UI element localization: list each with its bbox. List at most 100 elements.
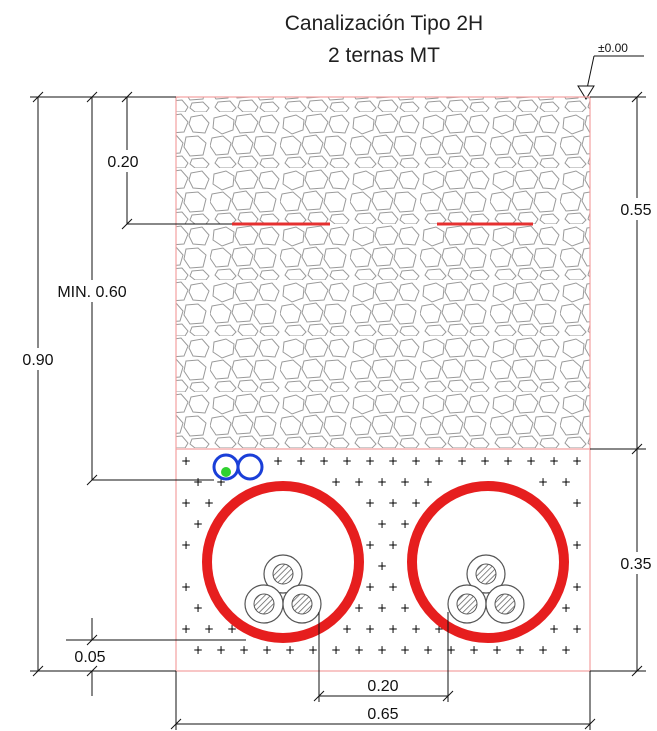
sand-plus-mark: + [400,475,410,489]
sand-plus-mark: + [446,643,456,657]
dimension-total-width: 0.65 [170,671,596,730]
sand-plus-mark: + [411,622,421,636]
dimension-total-depth-label: 0.90 [22,352,53,369]
sand-plus-mark: + [434,454,444,468]
sand-plus-mark: + [377,601,387,615]
dimension-conduit-spacing: 0.20 [313,612,454,702]
drawing-title: Canalización Tipo 2H [285,12,483,35]
sand-plus-mark: + [526,454,536,468]
dimension-bottom-clearance-label: 0.05 [74,649,105,666]
sand-plus-mark: + [365,538,375,552]
sand-plus-mark: + [193,601,203,615]
sand-plus-mark: + [561,601,571,615]
sand-plus-mark: + [411,454,421,468]
sand-plus-mark: + [181,538,191,552]
sand-plus-mark: + [354,643,364,657]
sand-plus-mark: + [572,496,582,510]
sand-plus-mark: + [400,517,410,531]
dimension-upper-layer-label: 0.55 [620,202,651,219]
sand-plus-mark: + [423,475,433,489]
sand-plus-mark: + [365,496,375,510]
comm-duct-right [236,453,264,481]
sand-plus-mark: + [365,622,375,636]
sand-plus-mark: + [503,454,513,468]
sand-plus-mark: + [400,601,410,615]
sand-plus-mark: + [457,454,467,468]
sand-plus-mark: + [181,580,191,594]
cable-trefoil-right [447,554,525,624]
dimension-lower-layer: 0.35 [590,449,656,677]
dimension-min-depth: MIN. 0.60 [40,91,214,486]
sand-plus-mark: + [388,538,398,552]
sand-plus-mark: + [193,475,203,489]
comm-duct-dot [221,467,231,477]
sand-layer: + + + + + + + + + + + + + + ++ + + + + + + + ++ + + + + ++ + ++ + + +++ +… [181,454,582,657]
sand-plus-mark: + [388,580,398,594]
level-triangle-icon [577,85,595,100]
ground-level-label: ±0.00 [598,41,628,55]
cable-trefoil-left [244,554,322,624]
sand-plus-mark: + [377,475,387,489]
sand-plus-mark: + [285,643,295,657]
sand-plus-mark: + [204,496,214,510]
sand-plus-mark: + [262,643,272,657]
sand-plus-mark: + [492,643,502,657]
sand-plus-mark: + [342,454,352,468]
dimension-tape-depth: 0.20 [100,91,232,230]
drawing-subtitle: 2 ternas MT [328,44,440,67]
sand-plus-mark: + [181,622,191,636]
dimension-conduit-spacing-label: 0.20 [367,678,398,695]
sand-plus-mark: + [377,517,387,531]
sand-plus-mark: + [480,454,490,468]
sand-plus-mark: + [377,559,387,573]
sand-plus-mark: + [549,622,559,636]
conduit-left [202,481,364,643]
ground-level-marker: ±0.00 [577,41,644,100]
sand-plus-mark: + [331,475,341,489]
sand-plus-mark: + [216,643,226,657]
sand-plus-mark: + [354,601,364,615]
sand-plus-mark: + [216,475,226,489]
sand-plus-mark: + [342,622,352,636]
sand-plus-mark: + [572,538,582,552]
sand-plus-mark: + [204,622,214,636]
sand-plus-mark: + [561,475,571,489]
sand-plus-mark: + [538,475,548,489]
sand-plus-mark: + [515,643,525,657]
dimension-upper-layer: 0.55 [590,91,656,455]
sand-plus-mark: + [331,643,341,657]
sand-plus-mark: + [388,454,398,468]
sand-plus-mark: + [365,454,375,468]
sand-plus-mark: + [572,622,582,636]
sand-plus-mark: + [319,454,329,468]
dimension-lower-layer-label: 0.35 [620,556,651,573]
dimension-tape-depth-label: 0.20 [107,154,138,171]
sand-plus-mark: + [469,643,479,657]
trench-outline [175,96,591,672]
dimension-total-width-label: 0.65 [367,706,398,723]
sand-plus-mark: + [377,643,387,657]
sand-plus-mark: + [308,643,318,657]
dimension-total-depth: 0.90 [16,91,176,677]
sand-plus-mark: + [354,475,364,489]
sand-plus-mark: + [561,643,571,657]
sand-plus-mark: + [181,496,191,510]
dimension-min-depth-label: MIN. 0.60 [57,284,126,301]
sand-plus-mark: + [388,496,398,510]
conduit-right [407,481,569,643]
sand-plus-mark: + [365,580,375,594]
sand-plus-mark: + [411,496,421,510]
sand-plus-mark: + [296,454,306,468]
sand-plus-mark: + [227,622,237,636]
sand-plus-mark: + [273,454,283,468]
sand-plus-mark: + [193,517,203,531]
sand-plus-mark: + [193,643,203,657]
sand-plus-mark: + [572,454,582,468]
sand-plus-mark: + [423,643,433,657]
gravel-layer [176,97,590,449]
sand-plus-mark: + [400,643,410,657]
sand-plus-mark: + [434,622,444,636]
sand-plus-mark: + [181,454,191,468]
sand-plus-mark: + [538,643,548,657]
